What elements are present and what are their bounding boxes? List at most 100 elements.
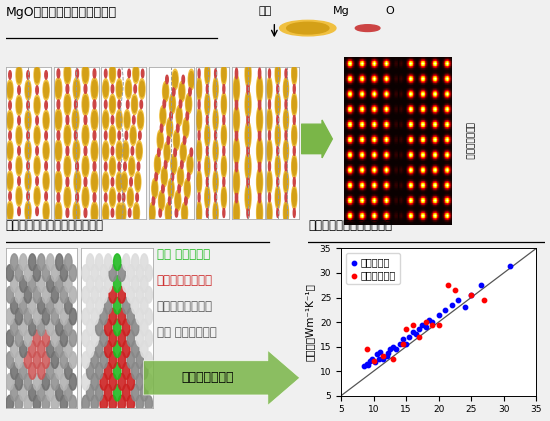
Circle shape	[66, 115, 69, 125]
Circle shape	[16, 97, 21, 113]
テストデータ	[421, 319, 430, 325]
Circle shape	[6, 352, 14, 368]
Circle shape	[213, 111, 218, 129]
Circle shape	[185, 93, 192, 114]
Circle shape	[117, 174, 122, 190]
Circle shape	[35, 97, 40, 113]
Circle shape	[221, 155, 227, 178]
Circle shape	[172, 69, 178, 90]
Circle shape	[25, 171, 31, 191]
Circle shape	[113, 362, 121, 379]
Circle shape	[91, 395, 98, 412]
Text: 透過電子題微鏡: 透過電子題微鏡	[464, 122, 474, 160]
Circle shape	[197, 173, 201, 191]
Circle shape	[120, 203, 126, 223]
Circle shape	[257, 106, 262, 134]
Circle shape	[267, 170, 272, 194]
Circle shape	[149, 203, 155, 223]
Circle shape	[155, 157, 160, 172]
Circle shape	[170, 112, 172, 120]
Circle shape	[27, 192, 29, 200]
Circle shape	[197, 111, 201, 129]
Circle shape	[205, 93, 210, 116]
Circle shape	[292, 64, 296, 83]
Text: O: O	[385, 6, 394, 16]
Circle shape	[268, 162, 271, 171]
Circle shape	[125, 79, 131, 99]
Circle shape	[118, 286, 125, 303]
Circle shape	[267, 173, 272, 191]
Circle shape	[84, 84, 87, 93]
Circle shape	[10, 341, 18, 357]
Circle shape	[206, 147, 208, 155]
Circle shape	[74, 204, 79, 221]
Circle shape	[222, 64, 226, 83]
Circle shape	[118, 308, 125, 325]
Circle shape	[164, 142, 170, 163]
Circle shape	[178, 168, 183, 184]
Circle shape	[86, 254, 94, 270]
Circle shape	[104, 162, 107, 171]
Circle shape	[182, 75, 184, 84]
Circle shape	[7, 110, 13, 131]
Circle shape	[92, 111, 97, 129]
Circle shape	[82, 330, 90, 346]
Circle shape	[268, 100, 271, 109]
Circle shape	[6, 373, 14, 390]
Circle shape	[284, 80, 288, 98]
Circle shape	[127, 187, 134, 208]
Circle shape	[64, 93, 71, 116]
テストデータ	[434, 321, 443, 328]
Polygon shape	[144, 350, 300, 405]
Circle shape	[234, 171, 239, 192]
Circle shape	[131, 384, 139, 401]
Circle shape	[145, 308, 152, 325]
Circle shape	[117, 81, 122, 97]
Circle shape	[159, 209, 162, 217]
Circle shape	[131, 128, 135, 143]
Circle shape	[45, 162, 47, 170]
Circle shape	[104, 297, 112, 314]
Circle shape	[57, 193, 60, 202]
Circle shape	[235, 99, 238, 110]
Circle shape	[57, 100, 60, 109]
Text: Mg: Mg	[332, 6, 349, 16]
Circle shape	[123, 362, 130, 379]
Circle shape	[166, 75, 168, 84]
Circle shape	[45, 131, 47, 140]
Circle shape	[123, 143, 128, 159]
Circle shape	[245, 152, 251, 180]
Circle shape	[26, 173, 30, 189]
Circle shape	[109, 265, 117, 281]
Circle shape	[76, 162, 79, 171]
Circle shape	[161, 108, 166, 124]
Circle shape	[136, 286, 144, 303]
Circle shape	[47, 297, 54, 314]
Circle shape	[47, 276, 54, 292]
Circle shape	[164, 160, 167, 168]
Circle shape	[135, 174, 140, 190]
Circle shape	[128, 69, 130, 77]
Circle shape	[42, 352, 50, 368]
テストデータ	[402, 326, 410, 333]
Circle shape	[37, 319, 45, 336]
Circle shape	[123, 141, 129, 161]
Circle shape	[125, 112, 129, 128]
Circle shape	[35, 158, 40, 174]
Circle shape	[173, 130, 179, 150]
Circle shape	[36, 207, 38, 216]
Circle shape	[6, 286, 14, 303]
Circle shape	[247, 115, 249, 125]
Circle shape	[257, 75, 262, 103]
Circle shape	[188, 172, 190, 181]
テストデータ	[389, 355, 398, 362]
Circle shape	[267, 201, 272, 225]
Circle shape	[82, 93, 89, 116]
Circle shape	[83, 127, 88, 144]
Circle shape	[109, 94, 116, 115]
Circle shape	[133, 203, 140, 223]
Circle shape	[221, 124, 227, 147]
テストデータ	[398, 341, 407, 348]
Circle shape	[118, 100, 120, 109]
Circle shape	[104, 131, 107, 140]
